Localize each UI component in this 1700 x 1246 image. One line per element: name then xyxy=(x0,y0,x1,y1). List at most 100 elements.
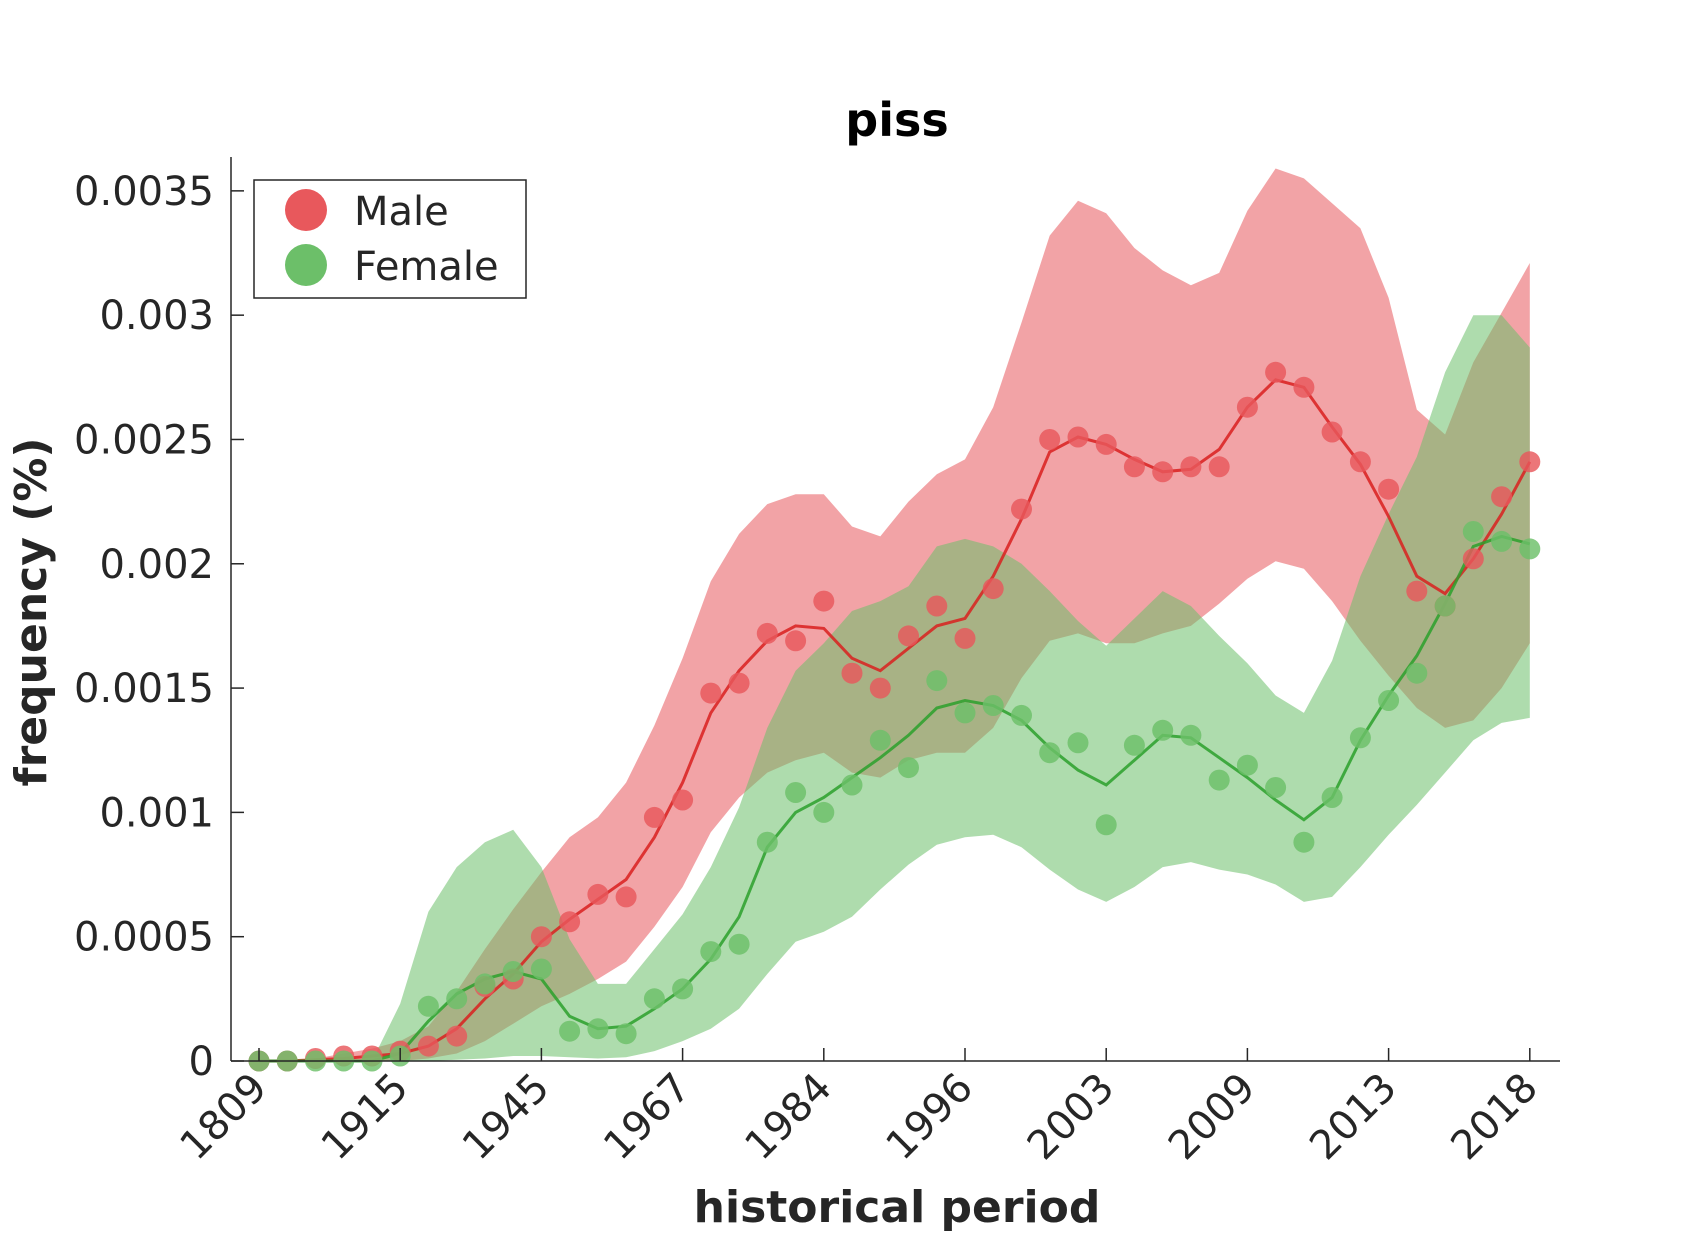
female-data-point xyxy=(1180,724,1202,746)
male-data-point xyxy=(1265,361,1287,383)
female-data-point xyxy=(1406,662,1428,684)
x-tick-label: 1809 xyxy=(172,1065,277,1170)
female-data-point xyxy=(1265,777,1287,798)
male-data-point xyxy=(1095,433,1117,455)
x-axis-label: historical period xyxy=(694,1182,1101,1233)
female-data-point xyxy=(1152,719,1174,741)
female-data-point xyxy=(1378,690,1400,711)
male-data-point xyxy=(1462,548,1484,570)
x-tick-label: 1915 xyxy=(313,1065,418,1170)
female-data-point xyxy=(1519,538,1541,560)
x-tick-label: 1967 xyxy=(595,1065,700,1170)
female-data-point xyxy=(1491,530,1513,552)
male-data-point xyxy=(1321,421,1343,443)
y-tick-label: 0.0025 xyxy=(74,417,214,463)
male-data-point xyxy=(1208,456,1230,478)
x-tick-label: 2013 xyxy=(1301,1065,1406,1170)
male-data-point xyxy=(982,578,1004,600)
male-data-point xyxy=(417,1035,439,1057)
male-data-point xyxy=(530,926,552,948)
female-data-point xyxy=(446,988,468,1010)
male-data-point xyxy=(1236,396,1258,418)
male-data-point xyxy=(1180,456,1202,478)
male-data-point xyxy=(1519,451,1541,473)
y-tick-label: 0.001 xyxy=(99,790,214,836)
female-data-point xyxy=(1462,521,1484,542)
female-data-point xyxy=(1321,787,1343,808)
x-tick-label: 2018 xyxy=(1442,1065,1547,1170)
male-data-point xyxy=(813,590,835,612)
y-axis-label: frequency (%) xyxy=(6,437,57,786)
female-data-point xyxy=(700,941,722,963)
x-tick-label: 1984 xyxy=(736,1065,841,1170)
female-data-point xyxy=(1123,734,1145,756)
female-data-point xyxy=(672,978,694,1000)
male-data-point xyxy=(672,789,694,811)
female-data-point xyxy=(1039,742,1061,764)
female-data-point xyxy=(1095,814,1117,836)
y-tick-label: 0.003 xyxy=(99,293,214,339)
male-data-point xyxy=(643,806,665,828)
male-data-point xyxy=(1067,426,1089,448)
male-data-point xyxy=(1406,580,1428,602)
female-data-point xyxy=(756,831,778,853)
y-tick-label: 0.0015 xyxy=(74,666,214,712)
female-data-point xyxy=(869,729,891,751)
x-tick-label: 2009 xyxy=(1160,1065,1265,1170)
male-data-point xyxy=(1349,451,1371,473)
y-tick-label: 0.0035 xyxy=(74,169,214,215)
male-data-point xyxy=(1039,429,1061,450)
legend: Male Female xyxy=(253,179,527,299)
male-data-point xyxy=(756,622,778,644)
legend-label-female: Female xyxy=(354,244,499,290)
male-data-point xyxy=(785,630,807,652)
legend-label-male: Male xyxy=(354,189,449,235)
legend-marker-female xyxy=(285,244,327,286)
female-data-point xyxy=(530,958,552,980)
female-data-point xyxy=(502,961,524,982)
male-data-point xyxy=(1293,376,1315,398)
female-data-point xyxy=(417,995,439,1017)
male-data-point xyxy=(841,662,863,684)
male-data-point xyxy=(446,1025,468,1047)
female-data-point xyxy=(926,670,948,692)
male-data-point xyxy=(926,595,948,617)
female-data-point xyxy=(982,695,1004,716)
female-data-point xyxy=(1293,831,1315,853)
female-data-point xyxy=(559,1020,581,1042)
female-data-point xyxy=(474,973,496,995)
male-data-point xyxy=(587,883,609,905)
x-tick-label: 2003 xyxy=(1019,1065,1124,1170)
male-data-point xyxy=(898,625,919,647)
female-data-point xyxy=(1236,754,1258,776)
y-tick-label: 0.002 xyxy=(99,542,214,588)
female-data-point xyxy=(1011,704,1032,726)
male-data-point xyxy=(559,911,581,933)
female-data-point xyxy=(813,801,835,823)
male-data-point xyxy=(954,627,976,649)
female-data-point xyxy=(841,774,863,796)
female-data-point xyxy=(587,1018,609,1040)
female-data-point xyxy=(728,933,750,955)
male-data-point xyxy=(869,677,891,699)
y-tick-label: 0.0005 xyxy=(74,915,214,961)
female-confidence-band xyxy=(259,315,1530,1061)
male-data-point xyxy=(615,886,637,908)
male-data-point xyxy=(1152,461,1174,483)
male-data-point xyxy=(1123,456,1145,478)
x-tick-label: 1996 xyxy=(878,1065,983,1170)
female-data-point xyxy=(1349,727,1371,749)
chart-title: piss xyxy=(845,93,948,147)
female-data-point xyxy=(615,1023,637,1045)
male-data-point xyxy=(1011,498,1032,520)
male-data-point xyxy=(728,672,750,694)
female-data-point xyxy=(643,988,665,1010)
female-data-point xyxy=(898,757,919,779)
male-data-point xyxy=(700,682,722,704)
female-data-point xyxy=(785,782,807,803)
female-data-point xyxy=(1067,732,1089,754)
male-data-point xyxy=(1378,478,1400,500)
series-points xyxy=(248,361,1541,1072)
y-tick-label: 0 xyxy=(189,1039,214,1085)
